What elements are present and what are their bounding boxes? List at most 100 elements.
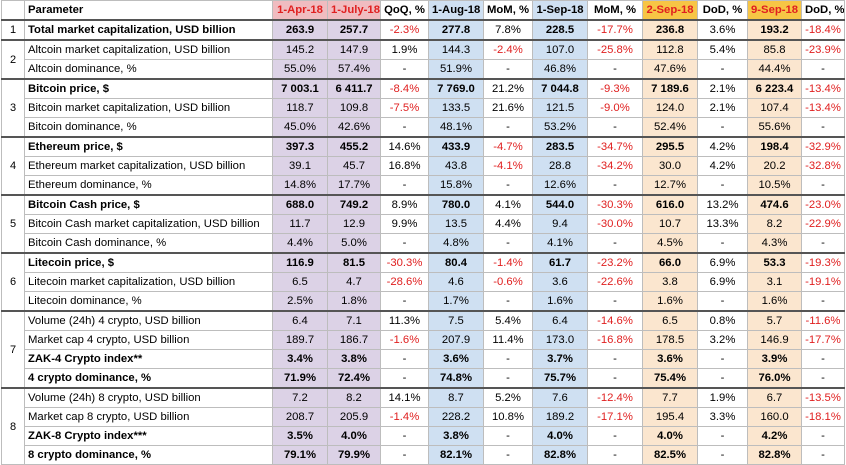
value-cell: - [801, 426, 845, 446]
value-cell: 4.2% [747, 426, 802, 446]
value-cell: -18.4% [801, 19, 845, 41]
value-cell: 5.7 [747, 310, 802, 331]
parameter-name: Total market capitalization, USD billion [24, 19, 273, 41]
value-cell: 9.4 [532, 214, 588, 234]
value-cell: -14.6% [587, 310, 643, 331]
value-cell: - [587, 349, 643, 369]
value-cell: -13.4% [801, 78, 845, 99]
value-cell: 195.4 [642, 407, 698, 427]
value-cell: 263.9 [272, 19, 328, 41]
value-cell: 71.9% [272, 368, 328, 389]
value-cell: - [483, 233, 533, 254]
value-cell: 397.3 [272, 136, 328, 157]
value-cell: 45.7 [327, 156, 381, 176]
value-cell: 7.7 [642, 387, 698, 408]
value-cell: -2.3% [380, 19, 429, 41]
parameter-label: Ethereum dominance, % [28, 179, 152, 191]
parameter-name: Bitcoin Cash market capitalization, USD … [24, 214, 273, 234]
value-cell: 4.1% [532, 233, 588, 254]
value-cell: 1.6% [747, 291, 802, 312]
group-number: 2 [1, 39, 25, 80]
value-cell: 205.9 [327, 407, 381, 427]
header-dod-9-sep: DoD, % [801, 0, 845, 21]
table-row: Bitcoin Cash market capitalization, USD … [2, 214, 845, 234]
table-row: 8 Volume (24h) 8 crypto, USD billion 7.2 8.… [1, 387, 845, 465]
value-cell: - [697, 368, 748, 389]
value-cell: 186.7 [327, 330, 381, 350]
value-cell: 82.5% [642, 445, 698, 465]
value-cell: 47.6% [642, 59, 698, 80]
value-cell: -16.8% [587, 330, 643, 350]
parameter-name: Litecoin market capitalization, USD bill… [24, 272, 273, 292]
parameter-label: ZAK-8 Crypto index*** [28, 430, 147, 442]
value-cell: 48.1% [428, 117, 484, 138]
value-cell: -19.1% [801, 272, 845, 292]
value-cell: -23.0% [801, 194, 845, 215]
value-cell: 10.7 [642, 214, 698, 234]
table-row: 8 crypto dominance, % 79.1% 79.9% -82.1% -82… [2, 445, 845, 465]
value-cell: 4.3% [747, 233, 802, 254]
parameter-label: Bitcoin dominance, % [28, 121, 137, 133]
value-cell: 7.8% [483, 19, 533, 41]
value-cell: -1.4% [483, 252, 533, 273]
value-cell: 45.0% [272, 117, 328, 138]
value-cell: - [697, 233, 748, 254]
value-cell: 28.8 [532, 156, 588, 176]
parameter-name: Litecoin price, $ [24, 252, 273, 273]
value-cell: 1.8% [327, 291, 381, 312]
value-cell: 81.5 [327, 252, 381, 273]
header-9-sep-18: 9-Sep-18 [747, 0, 802, 21]
value-cell: 16.8% [380, 156, 429, 176]
value-cell: 13.2% [697, 194, 748, 215]
value-cell: 3.6% [697, 19, 748, 41]
value-cell: 6.7 [747, 387, 802, 408]
value-cell: - [380, 175, 429, 196]
value-cell: 74.8% [428, 368, 484, 389]
value-cell: 82.1% [428, 445, 484, 465]
value-cell: 107.0 [532, 39, 588, 60]
parameter-name: Ethereum dominance, % [24, 175, 273, 196]
value-cell: 3.2% [697, 330, 748, 350]
value-cell: -28.6% [380, 272, 429, 292]
header-parameter: Parameter [24, 0, 273, 21]
value-cell: 10.5% [747, 175, 802, 196]
value-cell: -4.1% [483, 156, 533, 176]
value-cell: 21.6% [483, 98, 533, 118]
value-cell: 30.0 [642, 156, 698, 176]
header-row: Parameter 1-Apr-18 1-July-18 QoQ, % 1-Aug-18… [1, 0, 845, 21]
value-cell: 72.4% [327, 368, 381, 389]
parameter-label: Ethereum price, $ [28, 141, 123, 153]
value-cell: 208.7 [272, 407, 328, 427]
value-cell: 118.7 [272, 98, 328, 118]
value-cell: 4.5% [642, 233, 698, 254]
value-cell: 189.2 [532, 407, 588, 427]
value-cell: 8.2 [327, 387, 381, 408]
parameter-label: Bitcoin Cash market capitalization, USD … [28, 218, 260, 230]
value-cell: - [697, 59, 748, 80]
value-cell: 6.9% [697, 252, 748, 273]
value-cell: - [587, 368, 643, 389]
value-cell: -9.0% [587, 98, 643, 118]
value-cell: 3.6% [428, 349, 484, 369]
value-cell: -13.4% [801, 98, 845, 118]
value-cell: 7.2 [272, 387, 328, 408]
value-cell: 193.2 [747, 19, 802, 41]
value-cell: 2.1% [697, 78, 748, 99]
value-cell: - [801, 291, 845, 312]
parameter-label: ZAK-4 Crypto index** [28, 353, 143, 365]
value-cell: -8.4% [380, 78, 429, 99]
value-cell: 147.9 [327, 39, 381, 60]
parameter-label: Bitcoin price, $ [28, 83, 109, 95]
parameter-name: 8 crypto dominance, % [24, 445, 273, 465]
value-cell: 1.6% [642, 291, 698, 312]
value-cell: 79.9% [327, 445, 381, 465]
value-cell: 4.7 [327, 272, 381, 292]
parameter-label: Altcoin market capitalization, USD billi… [28, 44, 231, 56]
value-cell: 3.6 [532, 272, 588, 292]
value-cell: 455.2 [327, 136, 381, 157]
value-cell: 75.4% [642, 368, 698, 389]
value-cell: 43.8 [428, 156, 484, 176]
value-cell: 6.5 [642, 310, 698, 331]
parameter-name: ZAK-4 Crypto index** [24, 349, 273, 369]
